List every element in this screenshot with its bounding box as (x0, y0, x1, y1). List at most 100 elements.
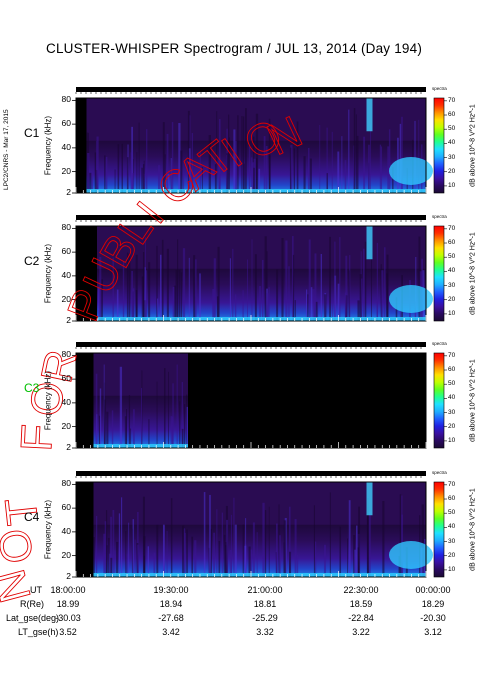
spectral-streak (242, 290, 244, 321)
spectral-streak (294, 300, 296, 321)
spectral-streak (418, 119, 420, 193)
colorbar-tick-label: 10 (448, 565, 456, 573)
spectral-streak (156, 245, 158, 321)
spectral-streak (191, 133, 194, 193)
spectral-streak (296, 554, 299, 577)
spectral-streak (392, 167, 394, 193)
spectral-streak (89, 172, 92, 193)
spectral-streak (216, 111, 218, 193)
spectral-streak (161, 239, 164, 321)
spectral-streak (234, 524, 237, 577)
spectral-streak (130, 152, 133, 193)
spectral-streak (141, 387, 143, 448)
spectral-streak (166, 133, 169, 193)
table-cell: 3.42 (162, 627, 180, 637)
spectral-streak (329, 492, 331, 577)
spectral-streak (345, 255, 348, 321)
spectral-streak (245, 108, 247, 193)
spectral-streak (363, 136, 366, 193)
spectral-streak (147, 546, 149, 577)
colorbar (433, 481, 445, 578)
spectral-streak (186, 406, 188, 448)
spectral-streak (233, 497, 235, 577)
spectral-streak (221, 512, 223, 577)
spectral-streak (194, 540, 197, 577)
spectral-streak (229, 549, 232, 577)
spectral-streak (148, 262, 151, 321)
panel-label-c1: C1 (24, 125, 40, 140)
spectral-streak (281, 237, 284, 321)
spectral-streak (367, 507, 369, 577)
baseline-emission (93, 573, 426, 577)
spectral-streak (131, 270, 133, 321)
spectral-streak (134, 539, 136, 577)
y-tick-label: 60 (61, 502, 71, 513)
spectral-streak (401, 116, 403, 193)
spectral-streak (388, 129, 391, 193)
spectral-streak (116, 541, 119, 577)
spectral-streak (98, 415, 101, 448)
spectral-streak (117, 144, 120, 193)
spectral-streak (183, 404, 186, 448)
spectral-streak (399, 494, 402, 577)
spectral-streak (213, 258, 216, 321)
y-tick-label: 60 (61, 118, 71, 129)
spectral-streak (226, 519, 229, 577)
colorbar-header: spectra (432, 86, 447, 91)
colorbar-tick-label: 40 (448, 267, 456, 275)
spectral-streak (184, 532, 186, 577)
spectral-streak (103, 533, 106, 577)
colorbar-header: spectra (432, 341, 447, 346)
spectral-streak (320, 253, 322, 321)
spectral-streak (110, 516, 113, 577)
spectral-streak (98, 286, 100, 321)
spectral-streak (110, 557, 113, 577)
table-cell: 18.81 (253, 599, 277, 609)
spectral-streak (170, 158, 172, 193)
spectral-streak (368, 144, 370, 193)
spectral-streak (114, 169, 116, 193)
table-row-label: LT_gse(h) (18, 627, 59, 637)
spectral-streak (285, 240, 288, 321)
table-row-label: Lat_gse(deg) (6, 613, 60, 623)
spectral-streak (334, 241, 336, 321)
spectral-streak (217, 246, 220, 321)
table-cell: 22:30:00 (343, 585, 379, 595)
spectral-streak (268, 287, 270, 321)
spectral-streak (106, 411, 109, 448)
spectral-streak (296, 121, 299, 193)
colorbar-tick-label: 40 (448, 394, 456, 402)
spectral-streak (354, 549, 356, 577)
spectral-streak (381, 270, 384, 321)
spectral-streak (214, 164, 217, 193)
spectral-streak (193, 255, 196, 321)
colorbar-tick-label: 60 (448, 495, 456, 502)
spectral-streak (128, 395, 131, 448)
spectral-streak (319, 124, 321, 193)
y-tick-label: 20 (61, 293, 71, 304)
colorbar-tick-label: 60 (448, 239, 456, 246)
spectral-streak (253, 167, 255, 193)
spectral-streak (157, 165, 161, 193)
spectral-streak (283, 520, 287, 577)
spectral-streak (309, 158, 312, 193)
watermark-letter: O (0, 525, 43, 568)
spectral-streak (313, 505, 315, 577)
spectral-streak (331, 131, 333, 193)
spectral-streak (176, 364, 178, 448)
spectral-streak (112, 509, 115, 577)
colorbar-tick-label: 70 (448, 96, 456, 104)
spectral-streak (178, 269, 181, 321)
colorbar-tick-label: 20 (448, 295, 456, 303)
spectral-streak (216, 509, 218, 577)
spectral-streak (228, 137, 230, 193)
spectral-streak (132, 519, 135, 577)
spectral-streak (303, 156, 306, 193)
table-cell: 3.22 (352, 627, 370, 637)
y-tick-label: 2 (66, 571, 71, 581)
spectral-streak (104, 521, 107, 577)
spectral-streak (142, 164, 145, 193)
spectral-streak (136, 152, 138, 193)
y-tick-label: 20 (61, 420, 71, 431)
